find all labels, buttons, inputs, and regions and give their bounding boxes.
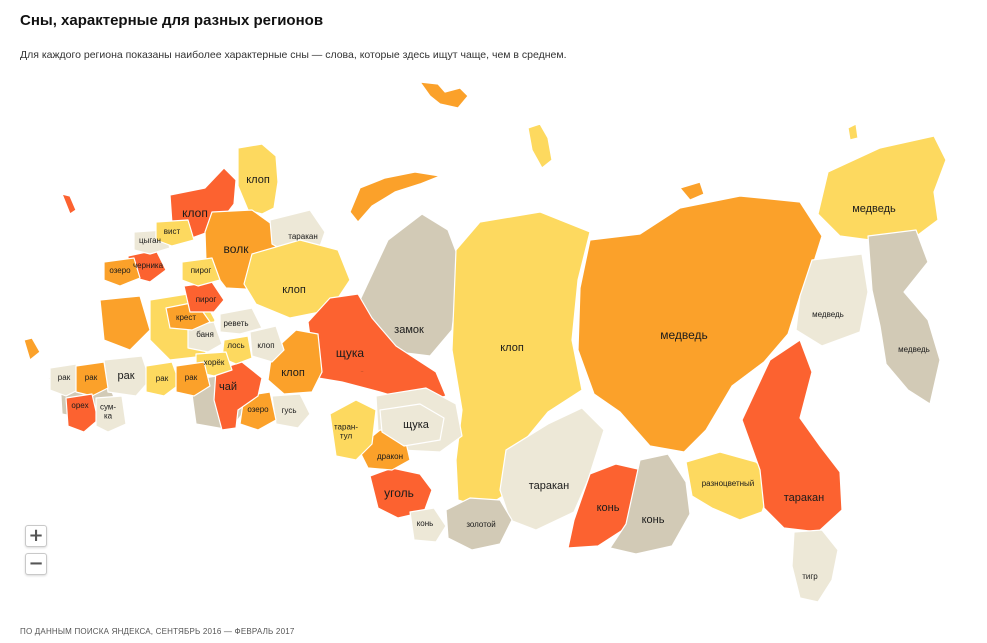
region-label-3: таракан <box>288 232 317 241</box>
region-label-2: волк <box>224 242 250 256</box>
region-label-11: щука <box>336 346 365 360</box>
region-labels: клоп клоп волк таракан клоп замок клоп медведь м… <box>58 174 930 581</box>
region-shape-14[interactable] <box>499 407 605 531</box>
region-shape-9[interactable] <box>795 253 869 347</box>
region-label-30: баня <box>196 330 214 339</box>
region-label-42: рак <box>185 373 198 382</box>
region-label-23: конь <box>417 519 434 528</box>
region-label-26: озеро <box>247 405 269 414</box>
region-label-28: клоп <box>257 341 274 350</box>
region-shape-10[interactable] <box>867 229 941 405</box>
plus-icon: + <box>28 525 44 546</box>
region-label-10: медведь <box>898 345 930 354</box>
region-label-44: рак <box>85 373 98 382</box>
region-shape-18[interactable] <box>741 339 843 533</box>
wrangel-island <box>847 123 859 141</box>
region-label-47: щука <box>361 370 364 372</box>
west-filler-d <box>99 295 151 351</box>
region-shape-0[interactable] <box>237 143 279 215</box>
region-shape-20[interactable] <box>369 467 433 519</box>
region-shape-46[interactable] <box>95 395 127 433</box>
map-subtitle: Для каждого региона показаны наиболее ха… <box>20 49 567 61</box>
region-label-16: конь <box>642 514 665 526</box>
region-label-45: орех <box>71 401 88 410</box>
region-label-35: пирог <box>191 266 212 275</box>
region-shape-45[interactable] <box>65 393 99 433</box>
region-label-38: вист <box>164 227 181 236</box>
map-title: Сны, характерные для разных регионов <box>20 12 324 29</box>
region-label-5: замок <box>394 324 424 336</box>
region-label-19: тигр <box>802 572 818 581</box>
arctic-island-kolguev <box>61 193 77 215</box>
region-label-6: клоп <box>500 342 524 354</box>
region-label-18: таракан <box>784 492 825 504</box>
region-label-17: разноцветный <box>702 479 755 488</box>
minus-icon: − <box>28 553 44 574</box>
region-shape-39[interactable] <box>103 257 141 287</box>
region-label-14: таракан <box>529 480 570 492</box>
region-shape-42[interactable] <box>175 361 211 397</box>
region-label-13: щука <box>403 419 430 431</box>
region-label-34: пирог <box>196 295 217 304</box>
region-label-21: дракон <box>377 452 403 461</box>
region-label-25: гусь <box>282 406 297 415</box>
region-label-46: сум-ка <box>100 403 116 421</box>
region-shape-24[interactable] <box>329 399 377 461</box>
region-label-39: озеро <box>109 266 131 275</box>
region-label-12: клоп <box>281 367 305 379</box>
region-shape-23[interactable] <box>409 507 447 543</box>
region-shape-27[interactable] <box>213 361 263 431</box>
zoom-in-button[interactable]: + <box>25 525 47 547</box>
region-label-36: черника <box>133 261 164 270</box>
region-label-33: крест <box>176 313 196 322</box>
region-label-1: клоп <box>182 206 208 220</box>
kaliningrad <box>23 337 41 361</box>
region-label-15: конь <box>597 502 620 514</box>
region-label-27: чай <box>219 381 237 393</box>
region-label-22: золотой <box>466 520 495 529</box>
region-shape-43[interactable] <box>49 363 83 397</box>
region-label-41: рак <box>156 374 169 383</box>
region-shape-8[interactable] <box>817 135 947 241</box>
region-label-32: хорёк <box>204 358 225 367</box>
arctic-island-franz-josef <box>419 81 469 109</box>
region-shape-16[interactable] <box>609 453 691 555</box>
arctic-island-novaya-zemlya <box>349 171 441 223</box>
region-shape-19[interactable] <box>791 529 839 603</box>
region-label-24: таран-тул <box>334 423 358 441</box>
region-label-9: медведь <box>812 310 844 319</box>
arctic-island-east <box>679 181 705 201</box>
region-label-37: цыган <box>139 236 161 245</box>
region-shape-38[interactable] <box>155 219 195 247</box>
region-shape-28[interactable] <box>249 325 285 363</box>
region-shape-47[interactable] <box>379 403 445 447</box>
region-label-0: клоп <box>246 174 270 186</box>
region-label-8: медведь <box>852 203 896 215</box>
region-shapes <box>23 81 947 603</box>
region-label-4: клоп <box>282 284 306 296</box>
region-shape-22[interactable] <box>445 497 513 551</box>
region-label-7: медведь <box>660 328 708 342</box>
region-shape-35[interactable] <box>181 257 221 287</box>
region-shape-44[interactable] <box>75 361 109 397</box>
region-label-20: уголь <box>384 486 414 500</box>
arctic-island-severnaya <box>527 123 553 169</box>
region-shape-31[interactable] <box>219 307 263 335</box>
region-shape-7[interactable] <box>577 195 823 453</box>
region-label-29: лось <box>227 341 244 350</box>
region-label-40: рак <box>117 370 134 382</box>
region-label-31: реветь <box>223 319 248 328</box>
region-shape-17[interactable] <box>685 451 775 521</box>
region-label-43: рак <box>58 373 71 382</box>
region-shape-41[interactable] <box>145 361 181 397</box>
zoom-out-button[interactable]: − <box>25 553 47 575</box>
source-footer: ПО ДАННЫМ ПОИСКА ЯНДЕКСА, СЕНТЯБРЬ 2016 … <box>20 627 295 636</box>
